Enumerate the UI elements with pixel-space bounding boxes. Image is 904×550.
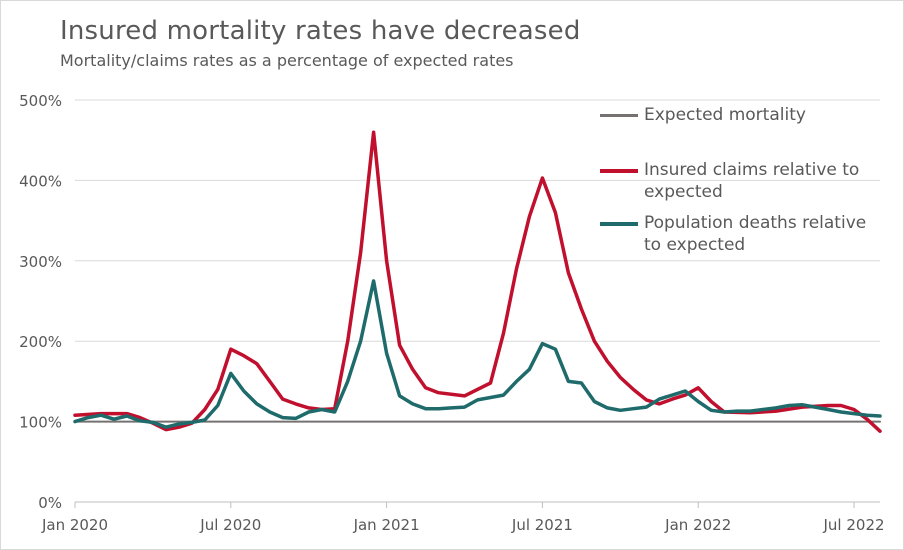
x-tick-label: Jan 2022 (664, 516, 731, 534)
series-line-2 (73, 130, 882, 433)
legend-swatch (600, 114, 638, 117)
chart-title: Insured mortality rates have decreased (60, 16, 581, 46)
x-tick-label: Jul 2020 (199, 516, 261, 534)
legend-swatch (600, 169, 638, 173)
x-tick-label: Jul 2022 (823, 516, 885, 534)
y-tick-label: 0% (38, 494, 62, 512)
x-tick-label: Jan 2020 (41, 516, 108, 534)
legend-label: Insured claims relative to expected (644, 160, 860, 202)
legend-label: Expected mortality (644, 105, 806, 125)
series-line-3 (73, 279, 882, 429)
legend-swatch (600, 222, 638, 226)
x-tick-label: Jul 2021 (511, 516, 573, 534)
y-tick-label: 300% (19, 253, 62, 271)
y-tick-label: 200% (19, 333, 62, 351)
chart-subtitle: Mortality/claims rates as a percentage o… (60, 51, 514, 70)
y-tick-label: 100% (19, 414, 62, 432)
x-tick-label: Jan 2021 (353, 516, 420, 534)
y-tick-label: 500% (19, 92, 62, 110)
legend-label: Population deaths relative to expected (644, 213, 867, 255)
y-tick-label: 400% (19, 172, 62, 190)
